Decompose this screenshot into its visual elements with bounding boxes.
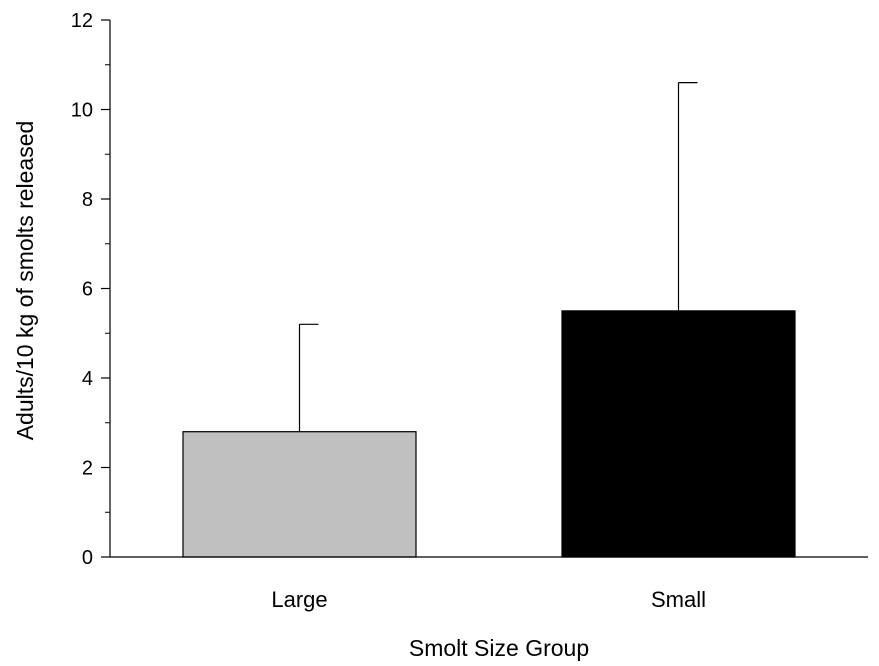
y-tick-label: 8 — [82, 189, 93, 211]
y-tick-label: 12 — [71, 10, 93, 32]
y-tick-label: 0 — [82, 547, 93, 569]
x-tick-label: Large — [271, 587, 327, 612]
bars-group — [182, 310, 796, 558]
y-tick-label: 4 — [82, 368, 93, 390]
y-tick-label: 2 — [82, 458, 93, 480]
y-tick-label: 6 — [82, 279, 93, 301]
y-ticks-group: 0 2 4 6 8 10 12 — [71, 10, 110, 569]
error-bars-group — [298, 82, 698, 432]
y-axis-title: Adults/10 kg of smolts released — [12, 121, 38, 441]
x-tick-labels-group: Large Small — [271, 587, 706, 612]
y-tick-label: 10 — [71, 100, 93, 122]
x-tick-label: Small — [651, 587, 706, 612]
bar-large — [182, 431, 417, 558]
bar-small — [561, 310, 796, 558]
x-axis-title: Smolt Size Group — [409, 635, 589, 661]
